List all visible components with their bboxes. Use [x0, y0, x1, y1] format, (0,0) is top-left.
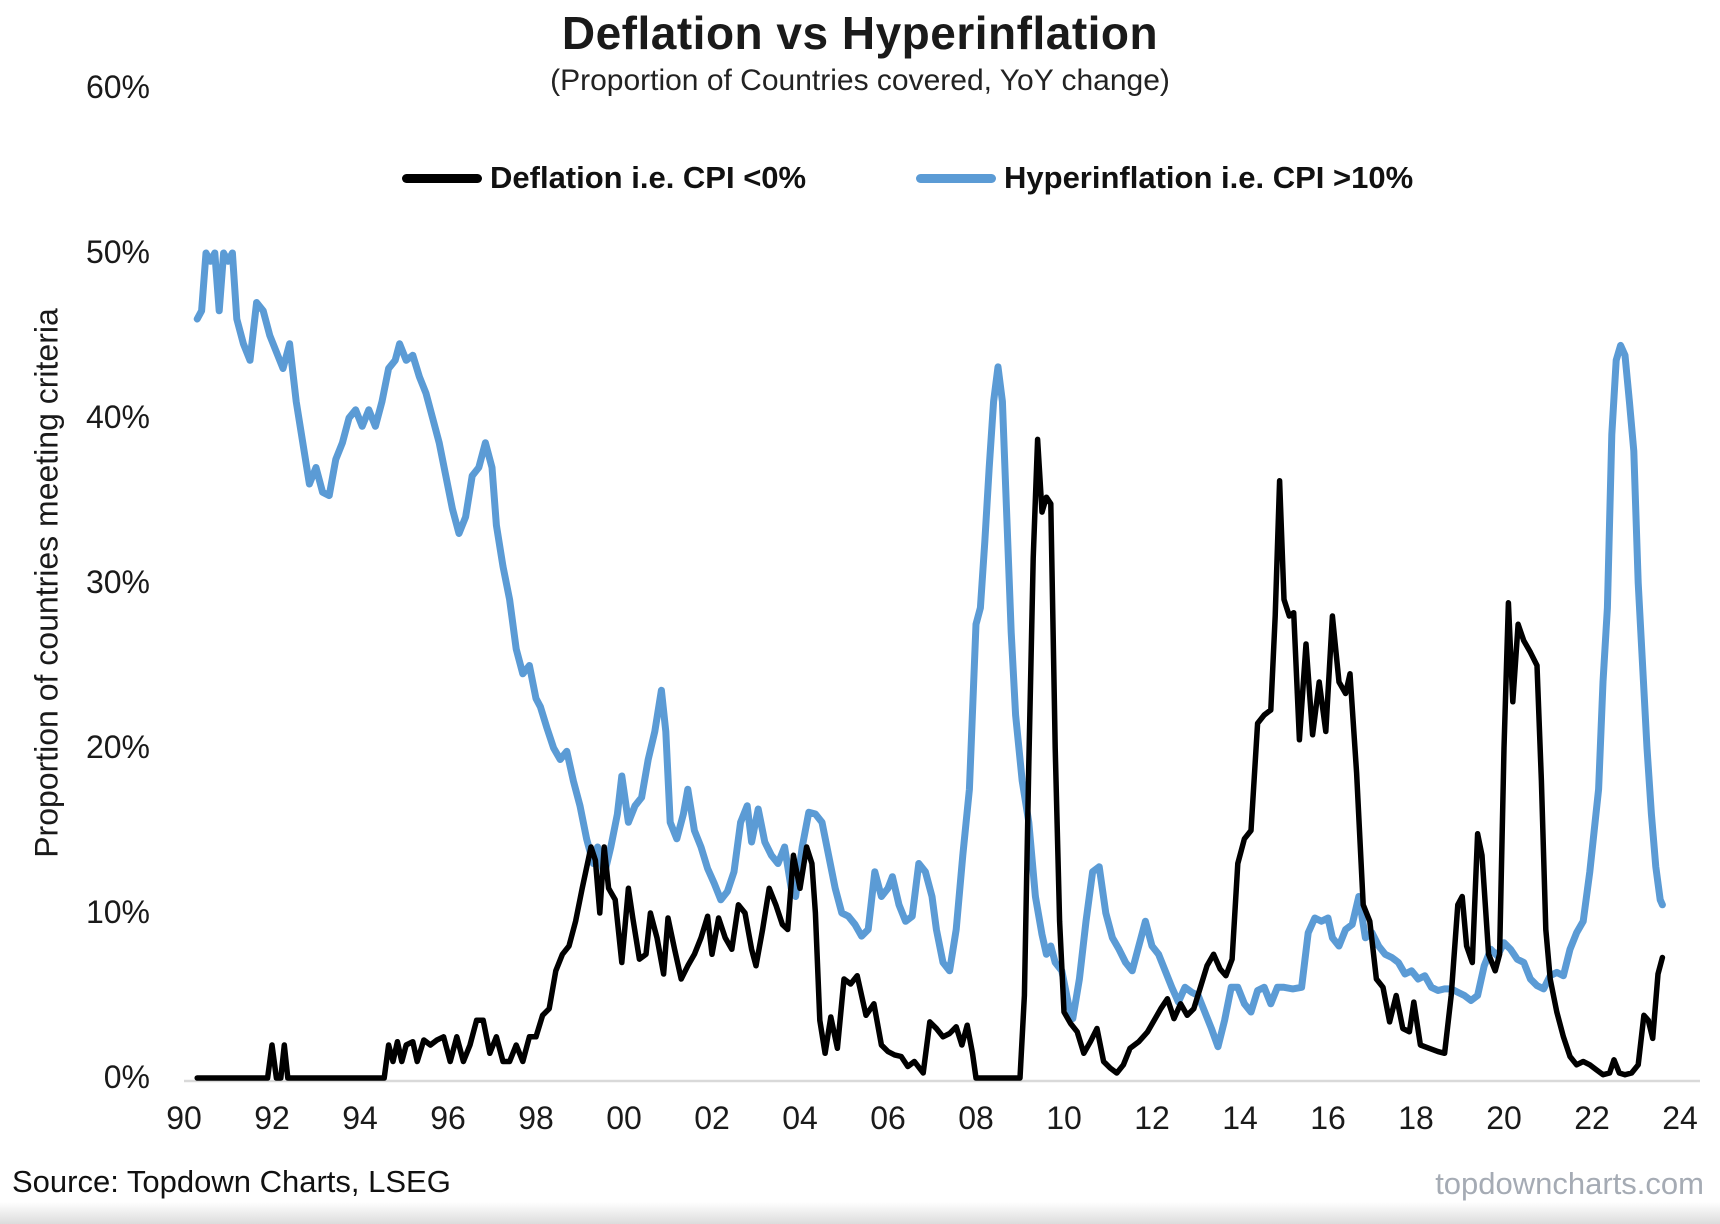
y-tick-label-40: 40% [85, 399, 150, 435]
source-note: Source: Topdown Charts, LSEG [12, 1164, 451, 1199]
x-tick-label-00: 00 [606, 1100, 642, 1136]
y-tick-label-0: 0% [103, 1059, 150, 1095]
x-tick-label-20: 20 [1486, 1100, 1522, 1136]
y-tick-label-10: 10% [85, 894, 150, 930]
hyperinflation-legend-label: Hyperinflation i.e. CPI >10% [1004, 160, 1414, 195]
chart-title: Deflation vs Hyperinflation [561, 7, 1159, 59]
y-tick-label-30: 30% [85, 564, 150, 600]
x-tick-label-96: 96 [430, 1100, 466, 1136]
x-tick-label-08: 08 [958, 1100, 994, 1136]
x-tick-label-98: 98 [518, 1100, 554, 1136]
y-tick-label-60: 60% [85, 69, 150, 105]
x-tick-label-18: 18 [1398, 1100, 1434, 1136]
deflation-line [194, 436, 1666, 1081]
x-tick-label-12: 12 [1134, 1100, 1170, 1136]
y-tick-label-20: 20% [85, 729, 150, 765]
x-tick-label-06: 06 [870, 1100, 906, 1136]
deflation-legend-swatch [402, 173, 482, 183]
watermark: topdowncharts.com [1435, 1166, 1704, 1201]
x-tick-label-04: 04 [782, 1100, 818, 1136]
x-tick-label-24: 24 [1662, 1100, 1698, 1136]
y-tick-label-50: 50% [85, 234, 150, 270]
chart-subtitle: (Proportion of Countries covered, YoY ch… [550, 64, 1170, 97]
x-tick-label-16: 16 [1310, 1100, 1346, 1136]
hyperinflation-legend-swatch [916, 173, 996, 183]
legend: Deflation i.e. CPI <0% Hyperinflation i.e… [0, 160, 1720, 204]
x-tick-label-22: 22 [1574, 1100, 1610, 1136]
deflation-legend-label: Deflation i.e. CPI <0% [490, 160, 807, 195]
legend-item-deflation: Deflation i.e. CPI <0% [402, 160, 806, 196]
legend-item-hyperinflation: Hyperinflation i.e. CPI >10% [916, 160, 1413, 196]
x-tick-label-92: 92 [254, 1100, 290, 1136]
x-tick-label-90: 90 [166, 1100, 202, 1136]
x-tick-label-10: 10 [1046, 1100, 1082, 1136]
hyperinflation-line [193, 249, 1666, 1051]
x-tick-label-14: 14 [1222, 1100, 1258, 1136]
x-tick-label-02: 02 [694, 1100, 730, 1136]
bottom-fade-decoration [0, 1202, 1720, 1224]
x-tick-label-94: 94 [342, 1100, 378, 1136]
